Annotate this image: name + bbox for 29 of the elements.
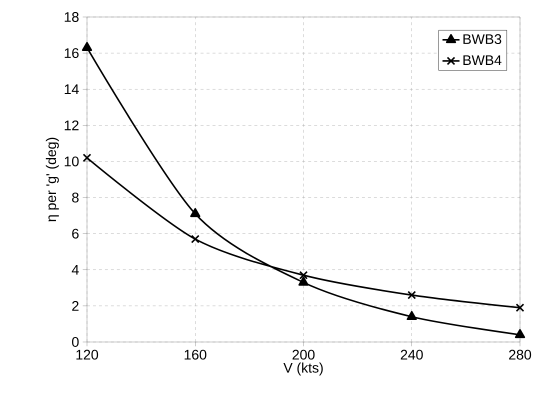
x-tick-label: 120 bbox=[76, 350, 98, 360]
legend-label: BWB3 bbox=[463, 34, 502, 44]
x-tick-label: 160 bbox=[184, 350, 206, 360]
point bbox=[406, 310, 417, 320]
y-axis-title: η per 'g' (deg) bbox=[46, 138, 59, 222]
point bbox=[190, 208, 200, 218]
point bbox=[516, 303, 524, 312]
point bbox=[514, 328, 526, 338]
point bbox=[407, 290, 416, 300]
legend-label: BWB4 bbox=[463, 55, 502, 65]
y-tick-label: 6 bbox=[72, 228, 79, 239]
point bbox=[82, 154, 92, 162]
point bbox=[299, 270, 308, 280]
y-tick-label: 12 bbox=[64, 120, 79, 130]
y-tick-label: 2 bbox=[72, 301, 79, 311]
x-tick-label: 280 bbox=[509, 350, 532, 360]
x-axis-title: V (kts) bbox=[283, 362, 323, 376]
y-tick-label: 18 bbox=[64, 12, 79, 22]
y-tick-label: 14 bbox=[64, 84, 79, 94]
y-tick-label: 16 bbox=[64, 48, 79, 58]
y-tick-label: 10 bbox=[64, 156, 79, 166]
point bbox=[190, 234, 200, 244]
y-tick-label: 8 bbox=[72, 192, 79, 202]
point bbox=[298, 276, 309, 286]
y-tick-label: 0 bbox=[72, 337, 79, 347]
point bbox=[82, 42, 92, 51]
x-tick-label: 240 bbox=[400, 350, 423, 360]
x-tick-label: 200 bbox=[292, 350, 315, 360]
y-tick-label: 4 bbox=[72, 264, 79, 275]
